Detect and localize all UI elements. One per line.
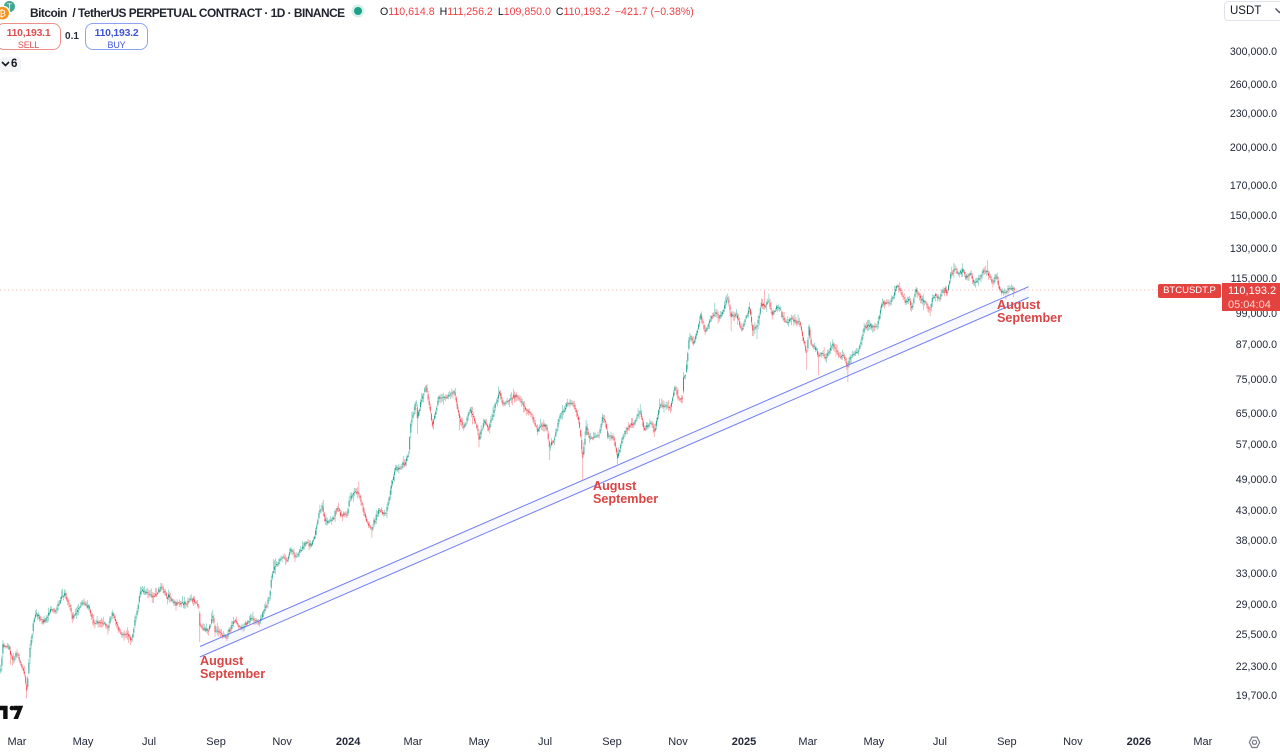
svg-text:₿: ₿ — [0, 8, 6, 18]
svg-text:T: T — [7, 2, 12, 11]
